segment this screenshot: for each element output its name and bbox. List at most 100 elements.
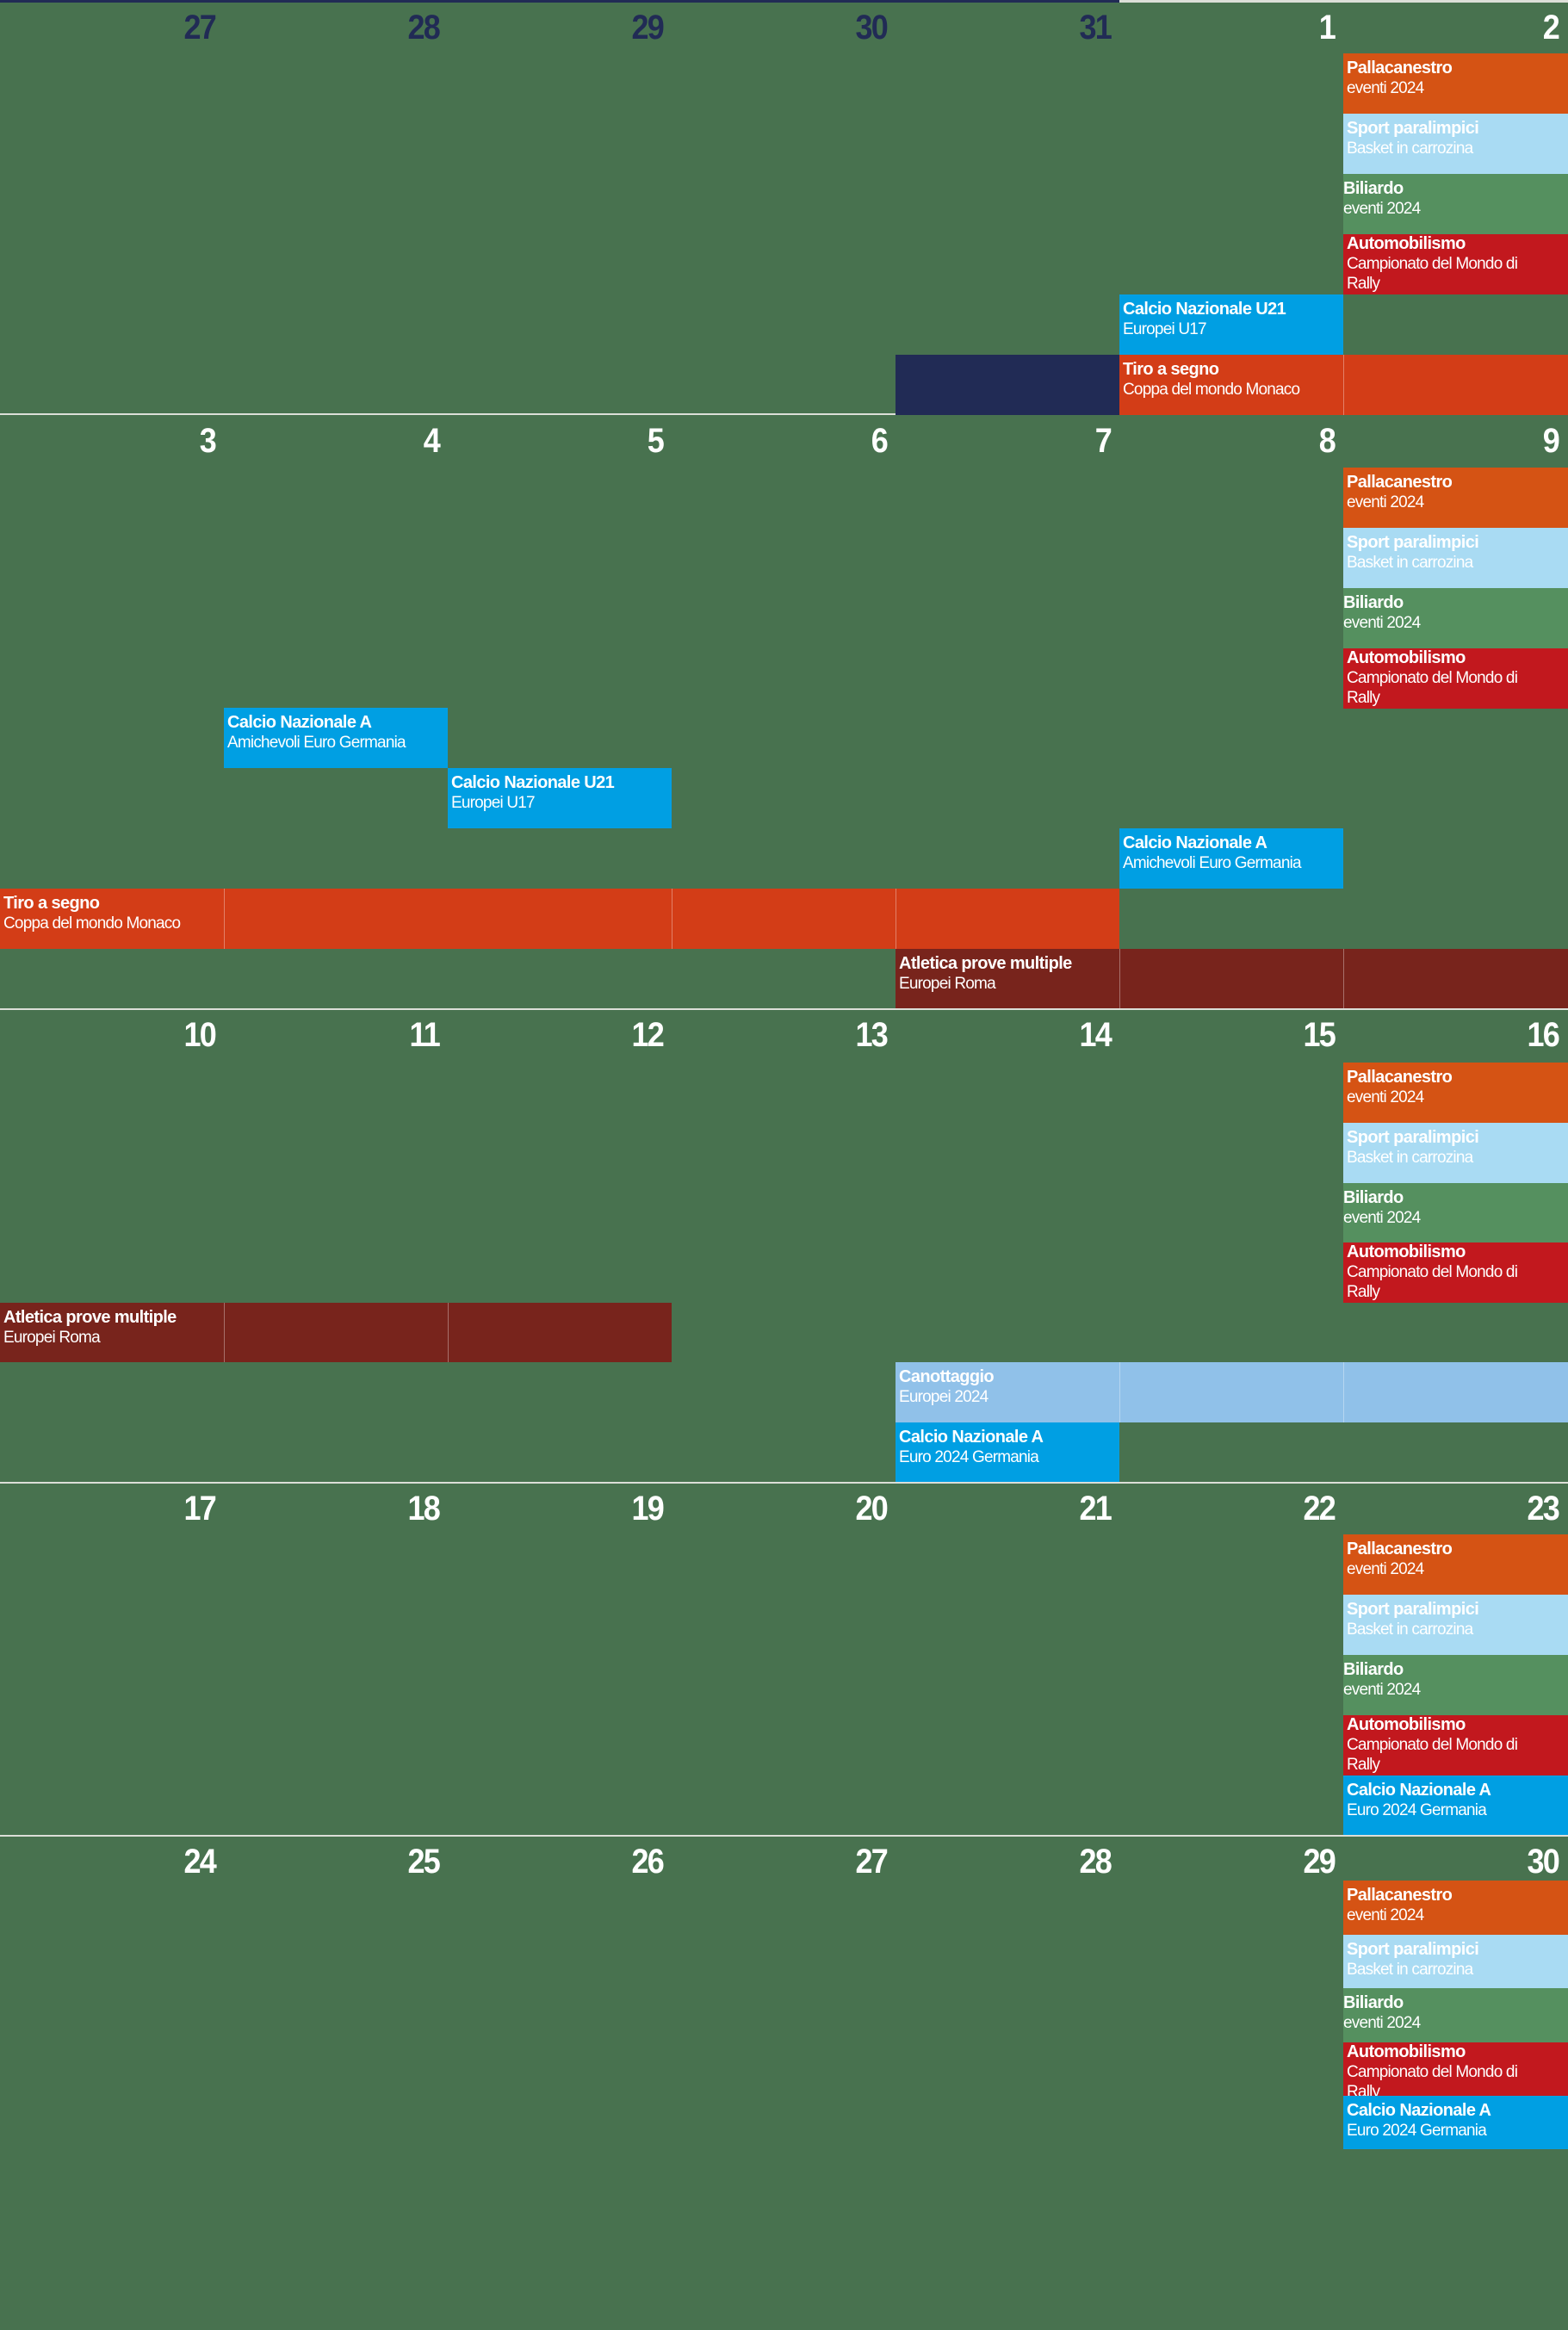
day-number: 27 [855,1843,889,1881]
top-border-current-month [1119,0,1568,3]
event-automobilismo[interactable]: Automobilismo Campionato del Mondo di Ra… [1343,2042,1568,2096]
event-canottaggio-continuation[interactable] [1343,1362,1568,1422]
event-canottaggio[interactable]: Canottaggio Europei 2024 [896,1362,1119,1422]
day-number: 27 [183,9,217,46]
event-biliardo[interactable]: Biliardo eventi 2024 [1343,174,1568,234]
event-sport-paralimpici[interactable]: Sport paralimpici Basket in carrozina [1343,1935,1568,1988]
day-number: 17 [183,1490,217,1528]
event-title: Calcio Nazionale U21 [1123,300,1286,319]
event-biliardo[interactable]: Biliardo eventi 2024 [1343,1988,1568,2042]
event-atletica-continuation[interactable] [224,1303,448,1362]
event-subtitle: Europei U17 [451,794,536,812]
event-title: Sport paralimpici [1347,1128,1479,1147]
event-subtitle: Basket in carrozina [1347,554,1473,572]
event-tiro-a-segno[interactable]: Tiro a segno Coppa del mondo Monaco [0,889,224,949]
event-tiro-a-segno-continuation[interactable] [1343,355,1568,415]
event-tiro-a-segno-continuation[interactable] [224,889,672,949]
event-subtitle: eventi 2024 [1347,79,1424,97]
day-number: 22 [1303,1490,1336,1528]
event-subtitle: Campionato del Mondo di Rally [1347,669,1518,707]
event-subtitle: Amichevoli Euro Germania [227,734,406,752]
event-calcio-a-amichevoli[interactable]: Calcio Nazionale A Amichevoli Euro Germa… [224,708,448,768]
event-subtitle: Basket in carrozina [1347,1961,1473,1979]
event-sport-paralimpici[interactable]: Sport paralimpici Basket in carrozina [1343,1595,1568,1655]
day-number: 9 [1542,422,1560,460]
event-title: Calcio Nazionale U21 [451,773,615,792]
event-tiro-a-segno[interactable]: Tiro a segno Coppa del mondo Monaco [1119,355,1343,415]
event-title: Sport paralimpici [1347,1940,1479,1959]
week-separator [0,1008,1568,1010]
event-pallacanestro[interactable]: Pallacanestro eventi 2024 [1343,1534,1568,1595]
event-sport-paralimpici[interactable]: Sport paralimpici Basket in carrozina [1343,1123,1568,1183]
day-number: 29 [1303,1843,1336,1881]
event-atletica-continuation[interactable] [1343,949,1568,1008]
event-biliardo[interactable]: Biliardo eventi 2024 [1343,1183,1568,1243]
event-subtitle: Campionato del Mondo di Rally [1347,1736,1518,1774]
event-calcio-a-euro[interactable]: Calcio Nazionale A Euro 2024 Germania [1343,2096,1568,2149]
week-separator [0,413,896,415]
event-subtitle: Coppa del mondo Monaco [1123,381,1300,399]
event-calcio-u21[interactable]: Calcio Nazionale U21 Europei U17 [448,768,672,828]
day-number: 20 [855,1490,889,1528]
event-title: Automobilismo [1347,648,1466,667]
event-biliardo[interactable]: Biliardo eventi 2024 [1343,1655,1568,1715]
event-automobilismo[interactable]: Automobilismo Campionato del Mondo di Ra… [1343,1242,1568,1303]
day-number: 28 [407,9,441,46]
event-title: Automobilismo [1347,1242,1466,1261]
event-tiro-a-segno-continuation[interactable] [672,889,896,949]
event-subtitle: eventi 2024 [1343,614,1421,632]
day-number: 19 [631,1490,665,1528]
event-calcio-a-amichevoli[interactable]: Calcio Nazionale A Amichevoli Euro Germa… [1119,828,1343,889]
event-title: Sport paralimpici [1347,1600,1479,1619]
event-canottaggio-continuation[interactable] [1119,1362,1343,1422]
event-pallacanestro[interactable]: Pallacanestro eventi 2024 [1343,1881,1568,1935]
event-title: Sport paralimpici [1347,533,1479,552]
event-subtitle: eventi 2024 [1343,1209,1421,1227]
event-automobilismo[interactable]: Automobilismo Campionato del Mondo di Ra… [1343,234,1568,294]
event-title: Pallacanestro [1347,473,1453,492]
event-title: Pallacanestro [1347,1068,1453,1087]
event-subtitle: Campionato del Mondo di Rally [1347,255,1518,293]
event-tiro-a-segno-continuation[interactable] [896,889,1119,949]
event-pallacanestro[interactable]: Pallacanestro eventi 2024 [1343,468,1568,528]
day-number: 14 [1079,1016,1112,1054]
event-subtitle: eventi 2024 [1347,493,1424,511]
event-automobilismo[interactable]: Automobilismo Campionato del Mondo di Ra… [1343,1715,1568,1775]
top-border-prev-month [0,0,1119,3]
event-calcio-u21[interactable]: Calcio Nazionale U21 Europei U17 [1119,294,1343,355]
event-atletica[interactable]: Atletica prove multiple Europei Roma [0,1303,224,1362]
event-subtitle: Basket in carrozina [1347,139,1473,158]
event-subtitle: eventi 2024 [1343,1681,1421,1699]
event-title: Atletica prove multiple [899,954,1072,973]
event-atletica-continuation[interactable] [1119,949,1343,1008]
event-sport-paralimpici[interactable]: Sport paralimpici Basket in carrozina [1343,114,1568,174]
event-atletica-continuation[interactable] [448,1303,672,1362]
event-title: Canottaggio [899,1367,995,1386]
day-number: 10 [183,1016,217,1054]
day-number: 31 [1079,9,1112,46]
day-number: 1 [1318,9,1336,46]
event-sport-paralimpici[interactable]: Sport paralimpici Basket in carrozina [1343,528,1568,588]
event-automobilismo[interactable]: Automobilismo Campionato del Mondo di Ra… [1343,648,1568,709]
day-number: 18 [407,1490,441,1528]
event-title: Biliardo [1343,179,1404,198]
event-title: Calcio Nazionale A [899,1428,1044,1447]
event-biliardo[interactable]: Biliardo eventi 2024 [1343,588,1568,648]
week-separator [0,1482,1568,1484]
event-calcio-a-euro[interactable]: Calcio Nazionale A Euro 2024 Germania [1343,1775,1568,1835]
day-number: 4 [423,422,441,460]
event-subtitle: Euro 2024 Germania [1347,2122,1487,2140]
event-title: Sport paralimpici [1347,119,1479,138]
day-number: 12 [631,1016,665,1054]
event-pallacanestro[interactable]: Pallacanestro eventi 2024 [1343,1063,1568,1123]
day-number: 5 [647,422,665,460]
event-title: Automobilismo [1347,1715,1466,1734]
event-calcio-a-euro[interactable]: Calcio Nazionale A Euro 2024 Germania [896,1422,1119,1482]
event-atletica[interactable]: Atletica prove multiple Europei Roma [896,949,1119,1008]
navy-block [896,355,1119,415]
event-pallacanestro[interactable]: Pallacanestro eventi 2024 [1343,53,1568,114]
event-subtitle: Euro 2024 Germania [1347,1801,1487,1819]
event-subtitle: Basket in carrozina [1347,1149,1473,1167]
event-subtitle: Europei U17 [1123,320,1207,338]
event-title: Automobilismo [1347,2042,1466,2061]
